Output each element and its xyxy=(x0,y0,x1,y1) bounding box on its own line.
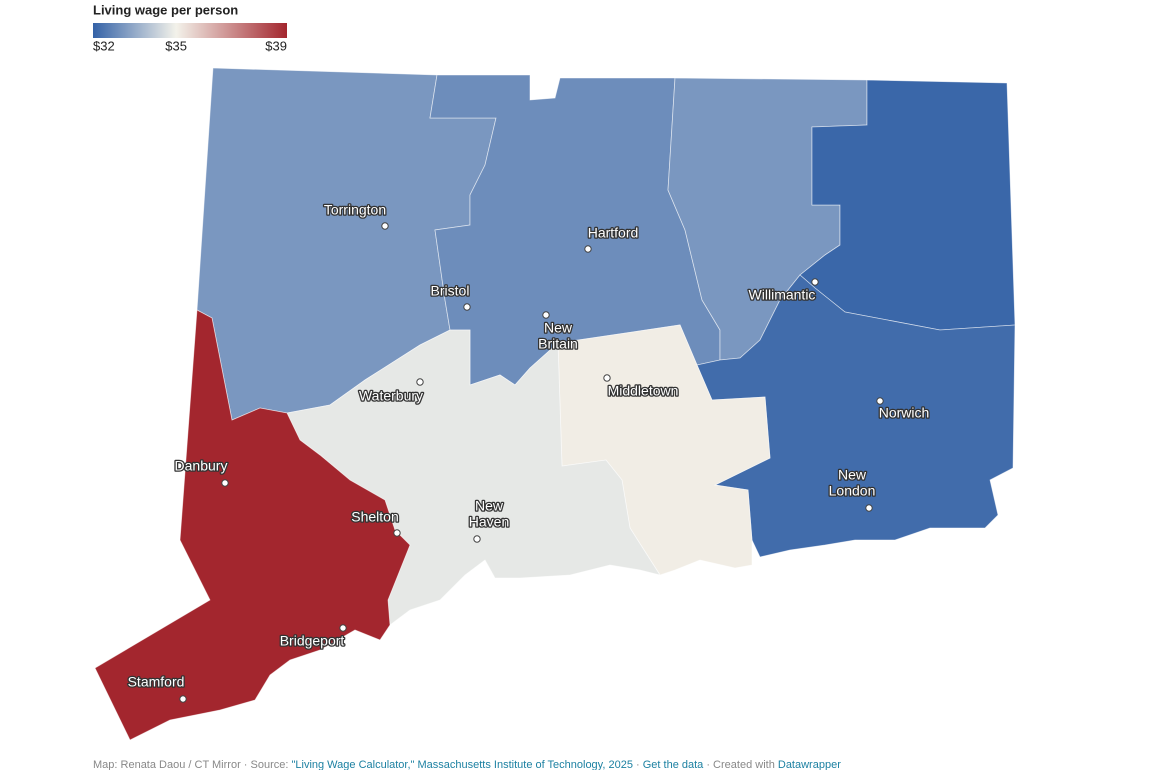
city-label: Middletown xyxy=(608,383,679,399)
legend-tick-label: $35 xyxy=(165,38,187,53)
city-label: Danbury xyxy=(175,458,228,474)
city-dot xyxy=(179,695,187,703)
city-dot xyxy=(473,535,481,543)
city-label: New xyxy=(475,498,504,514)
footer: Map: Renata Daou / CT Mirror · Source: "… xyxy=(93,759,841,770)
city-dot xyxy=(339,624,347,632)
city-label: Shelton xyxy=(351,509,398,525)
city-dot xyxy=(221,479,229,487)
city-label: Britain xyxy=(538,336,578,352)
legend-gradient xyxy=(93,23,287,38)
footer-link[interactable]: "Living Wage Calculator," Massachusetts … xyxy=(291,759,632,770)
footer-text: Map: Renata Daou / CT Mirror · Source: xyxy=(93,759,291,770)
city-dot xyxy=(463,303,471,311)
city-label: Waterbury xyxy=(359,388,423,404)
city-dot xyxy=(865,504,873,512)
city-label: Bridgeport xyxy=(280,633,345,649)
city-dot xyxy=(393,529,401,537)
region xyxy=(696,274,1016,558)
cities: TorringtonHartfordBristolNewBritainWilli… xyxy=(126,200,931,703)
city-dot xyxy=(381,222,389,230)
city-label: Willimantic xyxy=(749,287,816,303)
footer-text: · Created with xyxy=(703,759,778,770)
city-label: Norwich xyxy=(879,405,930,421)
city-label: Bristol xyxy=(431,283,470,299)
city-label: Haven xyxy=(469,514,509,530)
city-dot xyxy=(811,278,819,286)
legend-tick-label: $32 xyxy=(93,38,115,53)
city-label: Hartford xyxy=(588,225,639,241)
city-dot xyxy=(876,397,884,405)
city-dot xyxy=(416,378,424,386)
city-dot xyxy=(584,245,592,253)
city-label: London xyxy=(829,483,876,499)
footer-link[interactable]: Datawrapper xyxy=(778,759,841,770)
footer-link[interactable]: Get the data xyxy=(643,759,704,770)
city-dot xyxy=(603,374,611,382)
region xyxy=(94,309,411,741)
legend-title: Living wage per person xyxy=(93,2,238,17)
legend-tick-label: $39 xyxy=(265,38,287,53)
city-label: Stamford xyxy=(128,674,185,690)
city-label: New xyxy=(544,320,573,336)
city-dot xyxy=(542,311,550,319)
regions xyxy=(94,67,1016,741)
city-label: Torrington xyxy=(324,202,386,218)
city-label: New xyxy=(838,467,867,483)
footer-text: · xyxy=(633,759,643,770)
